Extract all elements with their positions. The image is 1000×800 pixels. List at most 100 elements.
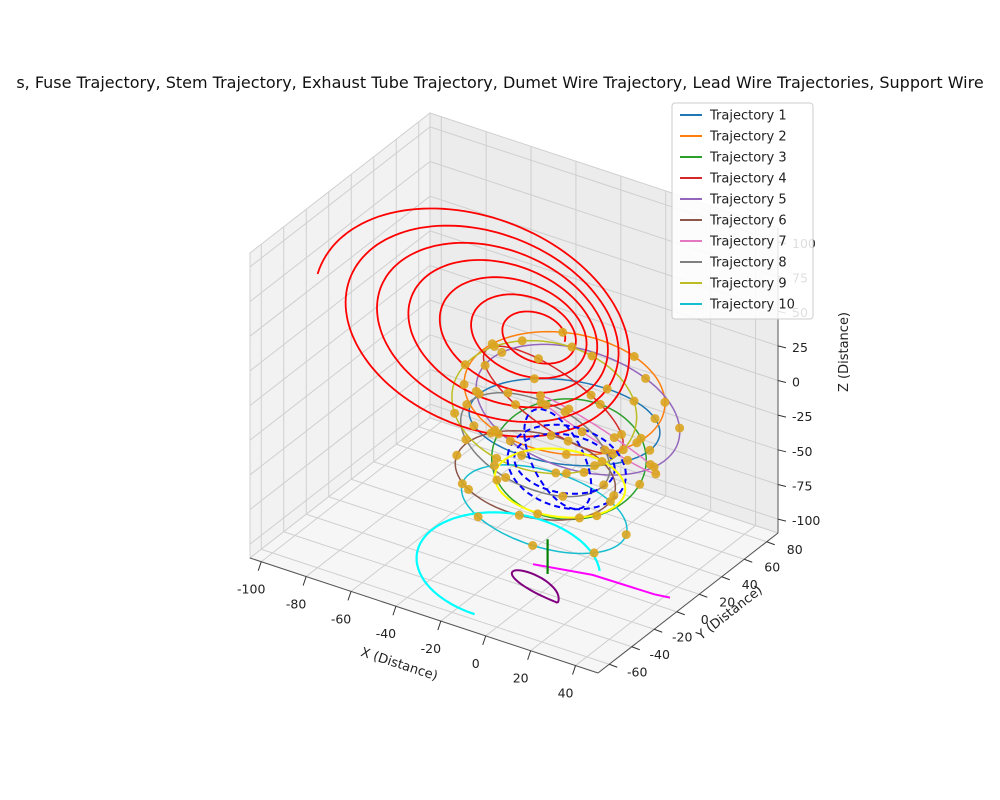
z-tick bbox=[777, 380, 787, 383]
trajectory-marker bbox=[609, 433, 619, 443]
y-tick-label: -60 bbox=[627, 664, 647, 679]
trajectory-marker bbox=[605, 497, 615, 506]
magenta-line bbox=[532, 563, 671, 599]
grid-line bbox=[429, 299, 779, 416]
trajectory-marker bbox=[471, 386, 481, 396]
y-tick-label: 60 bbox=[764, 559, 780, 574]
blue-dashed-loop-3 bbox=[506, 423, 627, 511]
trajectory-marker bbox=[492, 453, 501, 463]
z-tick bbox=[777, 345, 787, 349]
red-spiral-line bbox=[316, 207, 631, 438]
purple-loop bbox=[510, 569, 560, 604]
trajectory-marker bbox=[650, 414, 660, 424]
y-tick bbox=[766, 541, 775, 546]
trajectory-marker bbox=[651, 469, 661, 479]
x-tick-label: -20 bbox=[421, 641, 441, 656]
trajectory-marker bbox=[560, 407, 570, 417]
trajectory-marker bbox=[635, 479, 645, 489]
trajectory-marker bbox=[623, 455, 633, 465]
trajectory-marker bbox=[505, 436, 515, 446]
x-tick bbox=[257, 561, 262, 571]
z-tick bbox=[777, 483, 787, 487]
grid-line bbox=[440, 480, 622, 622]
trajectory-marker bbox=[493, 429, 503, 439]
x-tick-label: -80 bbox=[286, 597, 306, 612]
trajectory-marker bbox=[587, 351, 597, 361]
trajectory-marker bbox=[517, 450, 527, 460]
y-tick bbox=[744, 558, 753, 563]
trajectory-marker bbox=[621, 530, 631, 540]
z-tick-label: 0 bbox=[792, 375, 800, 390]
trajectory-marker bbox=[452, 450, 462, 460]
grid-line bbox=[249, 369, 431, 510]
trajectory-marker bbox=[579, 467, 589, 477]
trajectory-marker bbox=[600, 445, 610, 455]
x-tick bbox=[527, 650, 532, 660]
trajectory-marker bbox=[459, 379, 469, 389]
z-tick bbox=[777, 518, 787, 522]
trajectory-marker bbox=[462, 400, 472, 409]
trajectory-marker bbox=[536, 391, 545, 400]
trajectory-marker bbox=[641, 373, 651, 383]
trajectory-marker bbox=[592, 511, 602, 521]
trajectory-marker bbox=[529, 374, 539, 384]
trajectory-marker bbox=[464, 484, 473, 494]
z-tick bbox=[777, 449, 787, 453]
trajectory-marker bbox=[575, 513, 584, 523]
grid-line bbox=[429, 265, 779, 381]
y-tick-label: 40 bbox=[742, 577, 758, 592]
blue-dashed-loop-2 bbox=[523, 407, 593, 511]
trajectory-marker bbox=[595, 399, 605, 409]
grid-line bbox=[249, 334, 431, 476]
grid-line bbox=[249, 161, 431, 302]
grid-line bbox=[249, 299, 431, 441]
marker-group bbox=[450, 327, 685, 558]
y-tick bbox=[631, 646, 640, 651]
z-tick bbox=[777, 414, 787, 418]
trajectory-marker bbox=[597, 457, 607, 466]
trajectory-marker bbox=[528, 541, 538, 550]
trajectory-line-5 bbox=[475, 343, 681, 476]
x-tick bbox=[437, 620, 442, 631]
legend-box bbox=[671, 102, 814, 320]
x-tick-label: 0 bbox=[472, 656, 480, 671]
trajectory-marker bbox=[457, 479, 467, 489]
y-tick bbox=[699, 593, 708, 598]
x-tick bbox=[302, 576, 307, 586]
y-tick-label: -40 bbox=[650, 647, 670, 662]
trajectory-marker bbox=[501, 473, 511, 482]
y-tick bbox=[654, 628, 663, 633]
legend-label: Trajectory 5 bbox=[709, 193, 787, 208]
z-tick-label: 25 bbox=[792, 340, 808, 355]
legend: Trajectory 1 Trajectory 2 Trajectory 3 Traj… bbox=[671, 102, 814, 320]
legend-label: Trajectory 6 bbox=[709, 214, 787, 229]
trajectory-marker bbox=[489, 461, 499, 470]
grid-line bbox=[351, 478, 700, 595]
grid-line bbox=[249, 230, 431, 372]
legend-label: Trajectory 4 bbox=[709, 172, 787, 187]
legend-label: Trajectory 7 bbox=[709, 235, 787, 250]
x-tick bbox=[392, 606, 397, 616]
grid-line bbox=[485, 495, 667, 637]
grid-line bbox=[249, 403, 431, 545]
grid-line bbox=[530, 510, 711, 652]
grid-line bbox=[261, 548, 610, 665]
x-axis-line bbox=[249, 557, 599, 674]
trajectory-marker bbox=[546, 431, 556, 440]
x-tick bbox=[347, 591, 352, 601]
legend-label: Trajectory 8 bbox=[709, 256, 787, 271]
trajectory-marker bbox=[675, 423, 685, 433]
trajectory-marker bbox=[551, 468, 561, 478]
z-tick-label: -75 bbox=[792, 478, 812, 493]
trajectory-marker bbox=[558, 491, 568, 501]
grid-line bbox=[396, 443, 745, 560]
y-tick bbox=[609, 663, 618, 668]
trajectory-marker bbox=[480, 360, 490, 370]
trajectory-marker bbox=[486, 428, 496, 438]
trajectory-marker bbox=[511, 400, 520, 410]
trajectory-marker bbox=[450, 408, 460, 418]
trajectory-marker bbox=[629, 352, 639, 361]
grid-line bbox=[328, 496, 677, 613]
trajectory-marker bbox=[561, 449, 571, 459]
trajectory-marker bbox=[514, 510, 524, 520]
